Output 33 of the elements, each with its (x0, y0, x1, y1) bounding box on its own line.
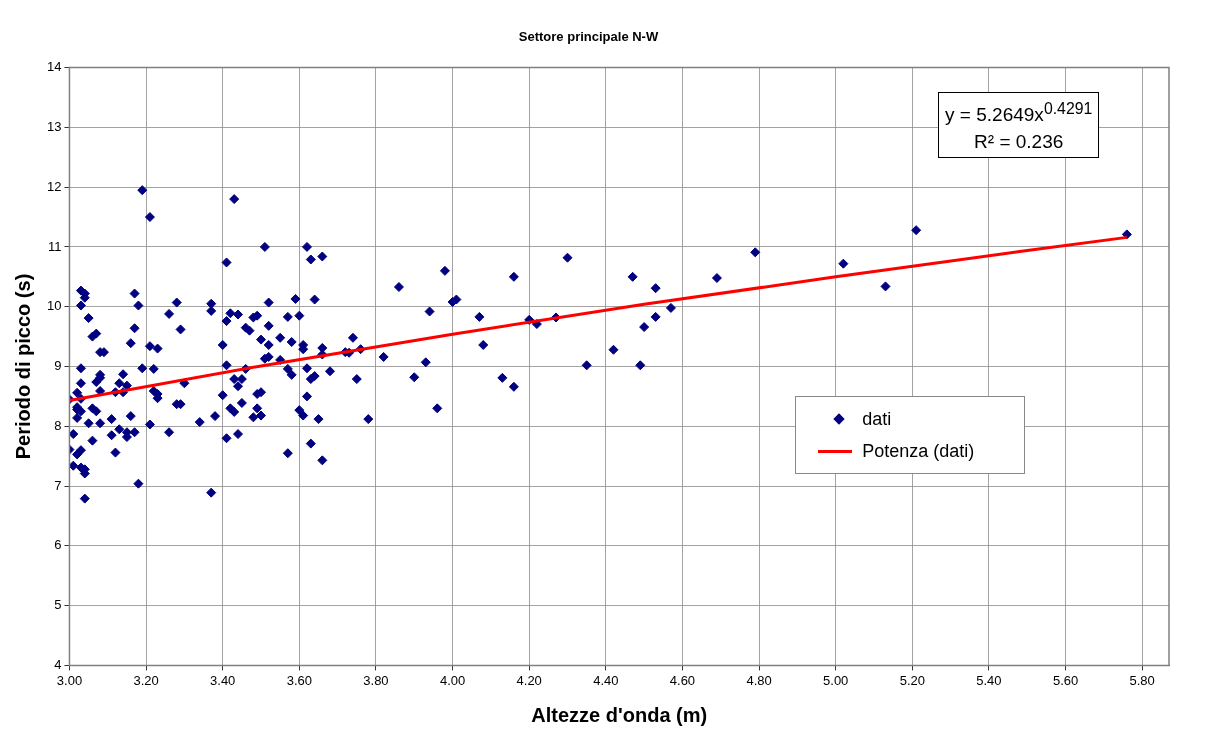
y-tick-label: 8 (54, 417, 62, 433)
chart-title: Settore principale N-W (518, 29, 659, 45)
x-tick-label: 5.00 (823, 672, 849, 688)
x-tick-label: 3.60 (286, 672, 312, 688)
y-tick-label: 12 (46, 178, 62, 194)
y-tick-label: 5 (54, 597, 62, 613)
y-tick-label: 6 (54, 537, 62, 553)
x-tick-label: 3.80 (363, 672, 389, 688)
x-tick-label: 4.60 (669, 672, 696, 688)
x-tick-label: 5.40 (976, 672, 1002, 688)
x-tick-label: 5.60 (1052, 672, 1079, 688)
y-axis-title: Periodo di picco (s) (11, 273, 34, 460)
y-tick-label: 9 (54, 358, 62, 374)
y-tick-label: 10 (46, 298, 62, 314)
legend-label: Potenza (dati) (862, 440, 975, 462)
x-tick-label: 3.40 (210, 672, 236, 688)
x-tick-label: 4.80 (746, 672, 772, 688)
x-tick-label: 4.00 (439, 672, 466, 688)
x-tick-label: 3.00 (56, 672, 83, 688)
annotation: R² = 0.236 (973, 129, 1065, 154)
y-tick-label: 11 (47, 238, 62, 254)
x-tick-label: 5.20 (899, 672, 925, 688)
x-tick-label: 3.20 (133, 672, 159, 688)
x-axis-title: Altezze d'onda (m) (531, 703, 708, 726)
y-tick-label: 4 (54, 656, 62, 672)
x-tick-label: 4.40 (593, 672, 619, 688)
legend-label: dati (862, 408, 892, 430)
x-tick-label: 5.80 (1129, 672, 1155, 688)
y-tick-label: 7 (54, 477, 62, 493)
y-tick-label: 14 (46, 59, 62, 75)
y-tick-label: 13 (46, 118, 62, 134)
x-tick-label: 4.20 (516, 672, 542, 688)
annotation: y = 5.2649x$^{0.4291}$ (945, 98, 1093, 127)
